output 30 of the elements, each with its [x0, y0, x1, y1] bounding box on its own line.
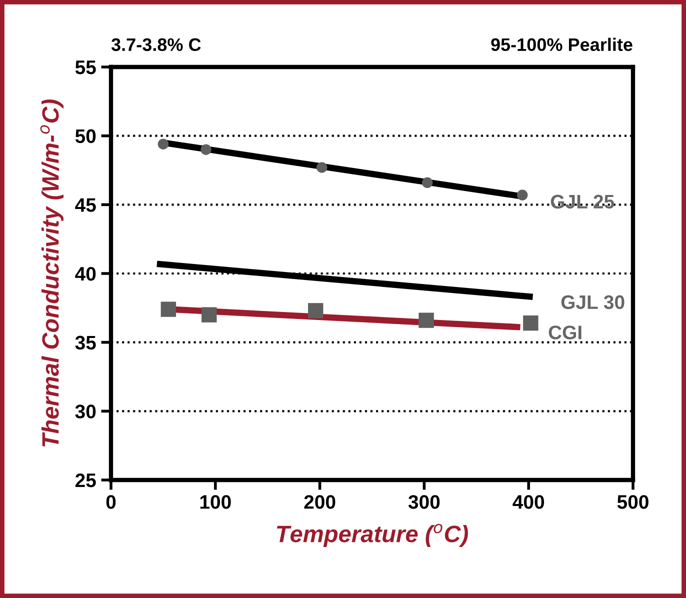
point: [422, 177, 433, 188]
x-tick-label: 0: [106, 495, 116, 509]
x-tick-label: 400: [512, 495, 544, 509]
x-tick-label: 500: [617, 495, 648, 509]
point: [200, 144, 212, 155]
point: [308, 303, 324, 318]
series-label: GJL 30: [561, 295, 624, 310]
y-axis-title: Thermal Conductivity (W/m-$^{o}$C): [40, 100, 64, 447]
x-tick-label: 200: [304, 495, 336, 509]
x-tick-label: 100: [200, 495, 231, 509]
y-tick-label: 40: [75, 266, 96, 281]
point: [316, 162, 328, 173]
text: 3.7-3.8% C: [111, 38, 201, 52]
y-tick-label: 45: [75, 198, 96, 212]
series-label: GJL 25: [550, 194, 614, 209]
point: [202, 307, 217, 322]
x-tick-label: 300: [408, 495, 440, 509]
point: [160, 302, 176, 317]
point: [418, 312, 434, 328]
y-tick-label: 30: [75, 404, 96, 418]
point: [523, 315, 538, 331]
x-axis-title: Temperature ($^{o}$C): [276, 524, 468, 548]
y-tick-label: 50: [75, 129, 96, 144]
y-tick-label: 25: [75, 473, 96, 488]
series-label: CGI: [548, 326, 582, 340]
text: 95-100% Pearlite: [491, 38, 632, 52]
point: [158, 138, 169, 150]
y-tick-label: 35: [75, 336, 96, 350]
point: [516, 190, 528, 200]
y-tick-label: 55: [75, 60, 96, 74]
